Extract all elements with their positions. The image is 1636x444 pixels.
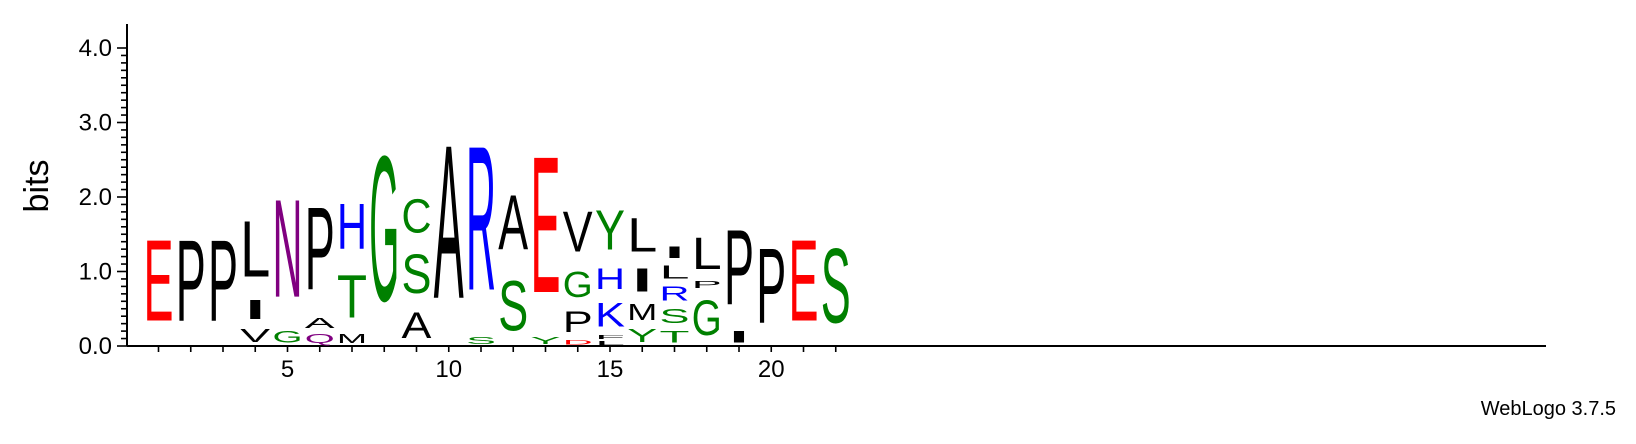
logo-letter: H xyxy=(595,261,625,295)
logo-column-7: MTH xyxy=(337,191,367,346)
logo-letter: C xyxy=(402,190,432,243)
logo-column-3: P xyxy=(208,215,238,346)
logo-column-13: YE xyxy=(531,116,561,346)
logo-letter: P xyxy=(756,227,786,346)
logo-letter: N xyxy=(273,171,303,327)
logo-column-10: A xyxy=(434,100,464,345)
x-tick-label: 10 xyxy=(435,356,462,383)
logo-letter: Q xyxy=(305,332,335,347)
logo-letter: E xyxy=(789,215,819,346)
logo-letter: A xyxy=(434,100,464,345)
logo-column-4: VIL xyxy=(240,205,270,346)
x-tick-label: 5 xyxy=(281,356,294,383)
logo-letter: A xyxy=(402,305,433,346)
logo-column-22: S xyxy=(821,227,851,346)
logo-column-19: IP xyxy=(724,209,754,346)
logo-letter: P xyxy=(724,209,754,328)
logo-letter: S xyxy=(821,227,851,346)
y-ticks: 0.0 1.0 2.0 3.0 4.0 xyxy=(79,35,127,360)
logo-letter: S xyxy=(660,306,690,328)
y-tick-label: 0.0 xyxy=(79,333,112,360)
logo-letter: I xyxy=(627,262,657,299)
y-axis-title: bits xyxy=(18,160,56,213)
logo-column-5: GN xyxy=(273,171,303,347)
logo-letter: G xyxy=(273,328,303,346)
logo-column-1: E xyxy=(144,215,174,346)
logo-column-2: P xyxy=(176,215,206,346)
logo-letter: V xyxy=(240,326,270,347)
logo-letter: S xyxy=(498,266,528,346)
logo-letter: M xyxy=(337,331,367,346)
x-tick-label: 15 xyxy=(597,356,624,383)
logo-column-12: SA xyxy=(498,181,528,346)
logo-letter: V xyxy=(563,199,593,264)
y-tick-label: 3.0 xyxy=(79,110,112,137)
logo-letter: Y xyxy=(531,335,561,346)
logo-letter: K xyxy=(595,296,625,334)
logo-column-8: G xyxy=(369,113,399,345)
logo-letter: E xyxy=(144,215,174,346)
logo-letter: P xyxy=(563,305,593,339)
logo-letter: S xyxy=(402,242,432,304)
y-tick-label: 2.0 xyxy=(79,184,112,211)
logo-letter: P xyxy=(176,215,206,346)
logo-letter: A xyxy=(305,315,336,331)
logo-letter: Y xyxy=(627,326,657,347)
logo-column-20: P xyxy=(756,227,786,346)
logo-letter: R xyxy=(466,102,496,334)
logo-letter: G xyxy=(692,291,722,346)
logo-letter: L xyxy=(595,340,625,346)
logo-letter: L xyxy=(240,205,270,294)
logo-column-9: ASC xyxy=(402,190,433,346)
x-ticks: 5 10 15 20 xyxy=(157,346,837,383)
logo-letter: I xyxy=(660,243,690,262)
y-tick-label: 4.0 xyxy=(79,35,112,62)
logo-letter: P xyxy=(692,279,722,290)
logo-letter: G xyxy=(369,113,399,345)
logo-letter: P xyxy=(208,215,238,346)
logo-letter: P xyxy=(305,182,335,314)
logo-letter: F xyxy=(595,334,625,340)
logo-letter: L xyxy=(660,261,690,282)
logo-letter: I xyxy=(724,327,754,346)
logo-letter: I xyxy=(240,294,270,325)
logo-column-6: QAP xyxy=(305,182,336,347)
x-tick-label: 20 xyxy=(758,356,785,383)
logo-column-11: SR xyxy=(466,102,496,346)
logo-letter: H xyxy=(337,191,367,262)
y-tick-label: 1.0 xyxy=(79,259,112,286)
logo-column-18: GPL xyxy=(692,228,722,346)
logo-letter: L xyxy=(627,208,657,262)
logo-letter: Y xyxy=(595,198,625,261)
logo-letter: G xyxy=(563,264,593,305)
logo-letter: S xyxy=(466,335,496,346)
logo-letter: T xyxy=(660,327,690,346)
logo-letter: M xyxy=(627,300,657,325)
logo-letter: A xyxy=(498,181,528,267)
logo-column-21: E xyxy=(789,215,819,346)
logo-letter: D xyxy=(563,339,593,346)
weblogo-credit: WebLogo 3.7.5 xyxy=(1480,398,1616,420)
logo-letter: E xyxy=(531,116,561,334)
logo-letter: R xyxy=(660,283,690,305)
logo-letter: T xyxy=(337,262,367,330)
logo-letter: L xyxy=(692,228,722,279)
